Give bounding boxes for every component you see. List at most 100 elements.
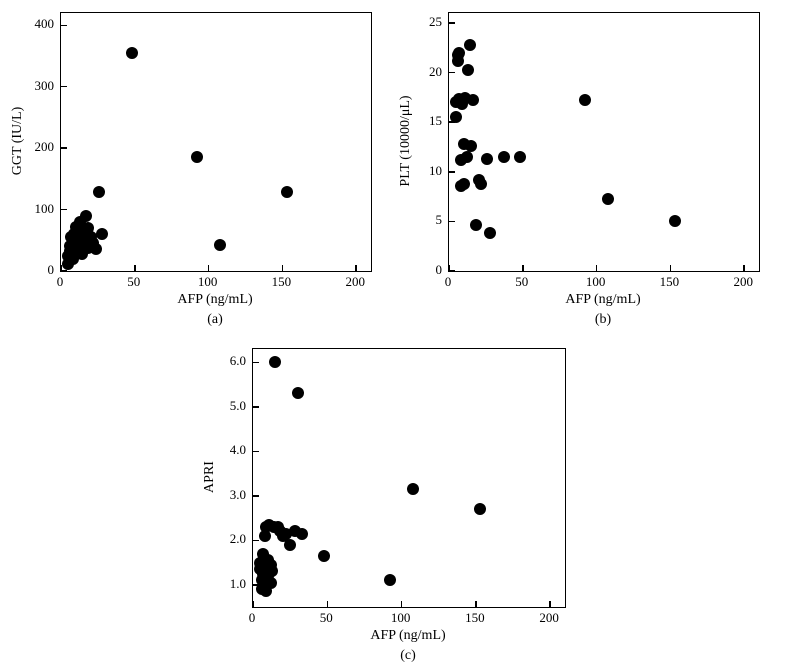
data-point	[318, 550, 330, 562]
figure-container: 0501001502000100200300400AFP (ng/mL)GGT …	[0, 0, 786, 668]
data-point	[407, 483, 419, 495]
data-point	[296, 528, 308, 540]
data-point	[284, 539, 296, 551]
x-tick	[475, 601, 477, 607]
x-tick	[282, 265, 284, 271]
data-point	[453, 47, 465, 59]
x-tick	[743, 265, 745, 271]
y-tick	[61, 86, 67, 88]
y-tick	[449, 72, 455, 74]
x-tick-label: 0	[445, 274, 452, 290]
y-tick	[61, 147, 67, 149]
x-tick-label: 100	[198, 274, 218, 290]
data-point	[461, 151, 473, 163]
y-tick-label: 0	[436, 262, 443, 278]
x-tick	[670, 265, 672, 271]
data-point	[467, 94, 479, 106]
x-axis-label: AFP (ng/mL)	[370, 628, 445, 644]
y-axis-label: APRI	[202, 461, 218, 493]
x-tick	[252, 601, 254, 607]
data-point	[602, 193, 614, 205]
y-tick-label: 25	[429, 14, 442, 30]
y-tick	[253, 362, 259, 364]
y-tick	[449, 171, 455, 173]
x-tick-label: 200	[345, 274, 365, 290]
y-tick-label: 1.0	[230, 576, 246, 592]
data-point	[498, 151, 510, 163]
x-tick-label: 150	[272, 274, 292, 290]
data-point	[214, 239, 226, 251]
x-tick	[522, 265, 524, 271]
x-tick	[134, 265, 136, 271]
data-point	[93, 186, 105, 198]
panel-b-plot	[448, 12, 760, 272]
data-point	[292, 387, 304, 399]
y-tick	[449, 270, 455, 272]
y-tick-label: 3.0	[230, 487, 246, 503]
panel-a-plot	[60, 12, 372, 272]
x-tick	[355, 265, 357, 271]
y-tick-label: 200	[35, 139, 55, 155]
x-tick	[596, 265, 598, 271]
data-point	[462, 64, 474, 76]
y-tick-label: 6.0	[230, 353, 246, 369]
panel-caption-c: (c)	[400, 648, 416, 664]
data-point	[474, 503, 486, 515]
x-tick	[401, 601, 403, 607]
data-point	[90, 243, 102, 255]
y-tick-label: 10	[429, 163, 442, 179]
data-point	[475, 178, 487, 190]
data-point	[514, 151, 526, 163]
y-tick-label: 300	[35, 78, 55, 94]
x-tick-label: 200	[733, 274, 753, 290]
y-tick	[61, 270, 67, 272]
data-point	[458, 178, 470, 190]
data-point	[96, 228, 108, 240]
x-tick	[208, 265, 210, 271]
data-point	[464, 39, 476, 51]
data-point	[481, 153, 493, 165]
y-tick	[253, 540, 259, 542]
y-tick-label: 20	[429, 64, 442, 80]
data-point	[265, 577, 277, 589]
y-axis-label: PLT (10000/μL)	[398, 95, 414, 186]
y-tick-label: 15	[429, 113, 442, 129]
y-axis-label: GGT (IU/L)	[10, 107, 26, 176]
y-tick	[253, 495, 259, 497]
x-tick	[327, 601, 329, 607]
y-tick-label: 5.0	[230, 398, 246, 414]
data-point	[484, 227, 496, 239]
data-point	[669, 215, 681, 227]
y-tick-label: 100	[35, 201, 55, 217]
data-point	[269, 356, 281, 368]
data-point	[384, 574, 396, 586]
data-point	[465, 140, 477, 152]
data-point	[450, 111, 462, 123]
y-tick	[449, 22, 455, 24]
panel-caption-a: (a)	[207, 312, 223, 328]
data-point	[126, 47, 138, 59]
y-tick	[61, 25, 67, 27]
x-tick-label: 100	[586, 274, 606, 290]
x-tick-label: 50	[320, 610, 333, 626]
panel-caption-b: (b)	[595, 312, 611, 328]
x-tick-label: 100	[391, 610, 411, 626]
panel-c-plot	[252, 348, 566, 608]
y-tick	[253, 451, 259, 453]
x-tick	[549, 601, 551, 607]
x-tick-label: 200	[539, 610, 559, 626]
y-tick-label: 0	[48, 262, 55, 278]
x-tick-label: 150	[660, 274, 680, 290]
y-tick-label: 2.0	[230, 531, 246, 547]
data-point	[266, 565, 278, 577]
y-tick-label: 4.0	[230, 442, 246, 458]
data-point	[191, 151, 203, 163]
y-tick-label: 400	[35, 16, 55, 32]
x-axis-label: AFP (ng/mL)	[565, 292, 640, 308]
data-point	[80, 210, 92, 222]
y-tick-label: 5	[436, 212, 443, 228]
data-point	[579, 94, 591, 106]
x-tick-label: 0	[249, 610, 256, 626]
x-tick-label: 0	[57, 274, 64, 290]
data-point	[281, 186, 293, 198]
